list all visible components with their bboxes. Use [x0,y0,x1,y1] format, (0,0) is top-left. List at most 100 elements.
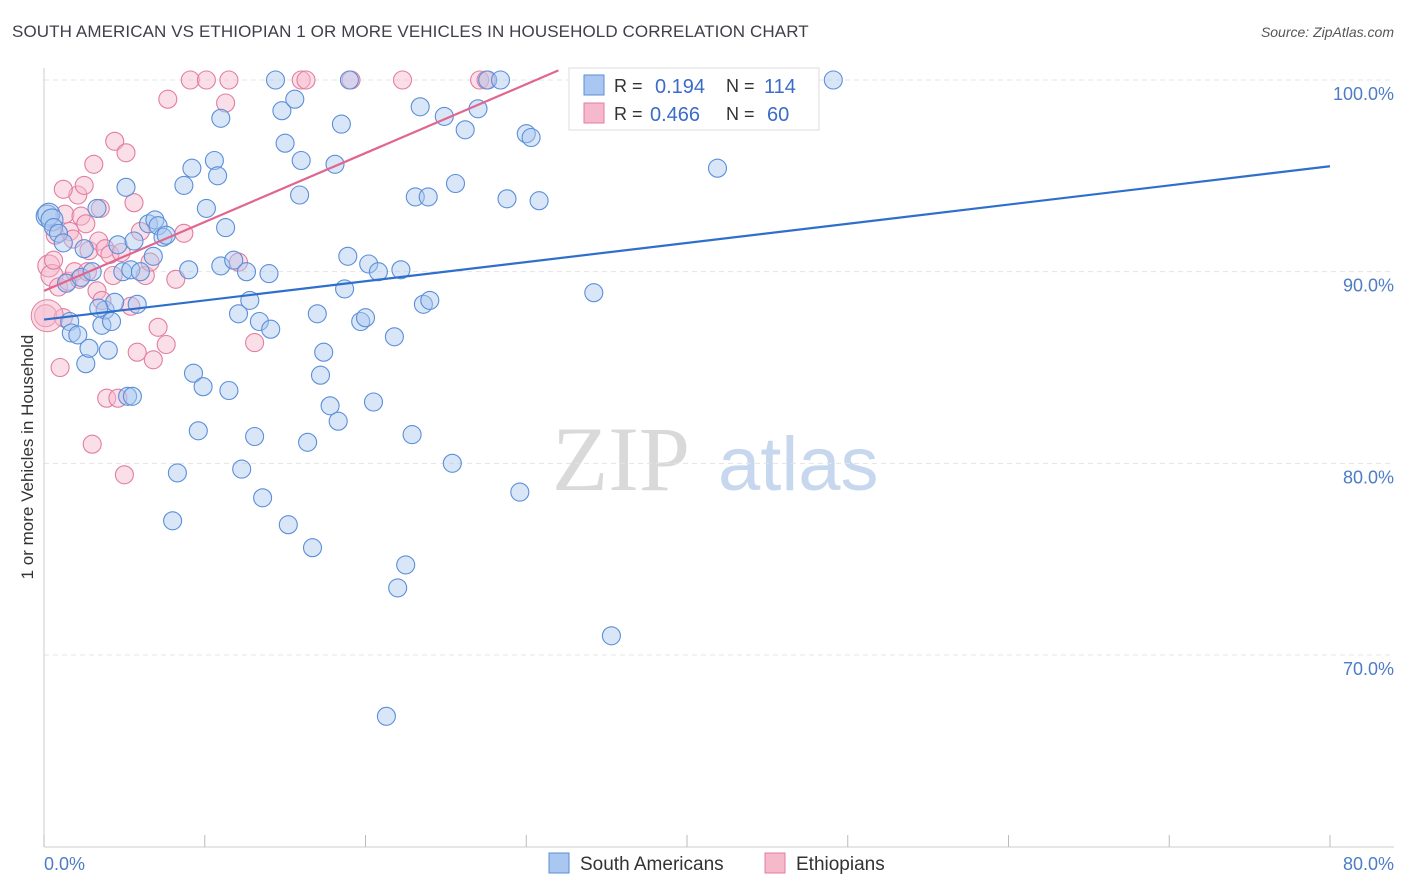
data-point [174,175,194,195]
data-point [118,386,138,406]
legend-r-value-2: 0.466 [650,104,700,126]
data-point [158,89,178,109]
data-point [35,204,59,228]
data-point [105,292,125,312]
data-point [219,380,239,401]
data-point [105,131,125,151]
data-point [167,463,187,483]
data-point [355,308,376,328]
legend-swatch-blue [583,74,605,96]
data-point [249,311,269,332]
data-point [339,70,359,90]
data-point [259,264,279,284]
data-point [204,150,224,171]
data-point [68,185,88,205]
data-point [53,233,73,253]
data-point [314,342,334,362]
data-point [272,101,292,121]
data-point [470,70,490,90]
x-tick-label-min: 0.0% [44,854,85,874]
data-point [823,70,843,90]
data-point [95,300,115,320]
data-point [116,177,136,197]
data-point [384,327,404,347]
data-point [285,89,305,109]
data-point [114,465,134,485]
data-point [196,198,216,218]
data-point [420,290,440,310]
legend-n-value-2: 60 [767,104,789,126]
data-point [331,114,351,134]
data-point [418,187,438,207]
data-point [116,143,136,163]
data-point [216,218,236,238]
data-point [188,421,208,441]
y-tick-label: 70.0% [1343,659,1394,679]
data-point [497,189,517,209]
legend-n-label-2: N = [726,104,755,124]
data-point [216,93,236,113]
y-tick-label: 80.0% [1343,467,1394,487]
data-point [79,338,99,358]
data-point [166,269,186,289]
data-point [392,70,413,90]
bottom-legend: South Americans Ethiopians [548,852,885,875]
data-point [211,108,231,128]
data-point [183,363,204,383]
y-tick-labels: 70.0% 80.0% 90.0% 100.0% [1333,84,1394,679]
data-point [338,246,358,266]
data-point [130,221,150,241]
bottom-legend-label-ethiopians: Ethiopians [796,854,885,875]
watermark-zip: ZIP [552,408,690,510]
data-point [376,706,396,726]
data-point [76,214,96,234]
data-point [182,158,202,178]
legend-n-value-1: 114 [764,76,796,98]
data-point [108,235,128,255]
data-point [445,173,466,194]
data-point [278,515,298,535]
data-point [53,179,73,199]
data-point [122,386,142,406]
data-point [261,319,281,339]
data-point [103,265,123,286]
data-point [328,411,348,431]
data-point [121,260,141,280]
data-point [442,453,462,473]
data-point [179,260,199,280]
data-point [87,198,107,218]
data-point [82,434,102,454]
data-point [224,250,244,270]
data-point [130,262,150,282]
data-point-large [30,299,64,333]
data-point [391,260,411,280]
data-point [44,250,64,270]
data-point [290,185,310,205]
data-point [50,357,70,378]
data-point [490,70,511,90]
data-point [140,252,160,272]
x-tick-label-max: 80.0% [1343,854,1394,874]
data-point [163,511,183,531]
data-point [291,150,311,171]
data-point [236,262,257,282]
data-point [396,555,416,575]
data-point [145,210,165,230]
data-point [98,340,118,360]
trend-line-ethiopians [43,69,559,292]
data-point [124,231,144,251]
data-point [40,208,64,232]
data-point [402,425,422,445]
data-point [510,482,530,502]
y-tick-label: 90.0% [1343,276,1394,296]
data-point [320,396,340,416]
chart-title: SOUTH AMERICAN VS ETHIOPIAN 1 OR MORE VE… [12,22,809,41]
trend-line-south-americans [43,165,1331,321]
bottom-legend-label-south-americans: South Americans [580,854,724,875]
data-point [219,70,239,90]
data-point [127,294,147,314]
chart-source: Source: ZipAtlas.com [1260,24,1394,40]
data-point [156,334,176,355]
data-point [74,175,94,195]
